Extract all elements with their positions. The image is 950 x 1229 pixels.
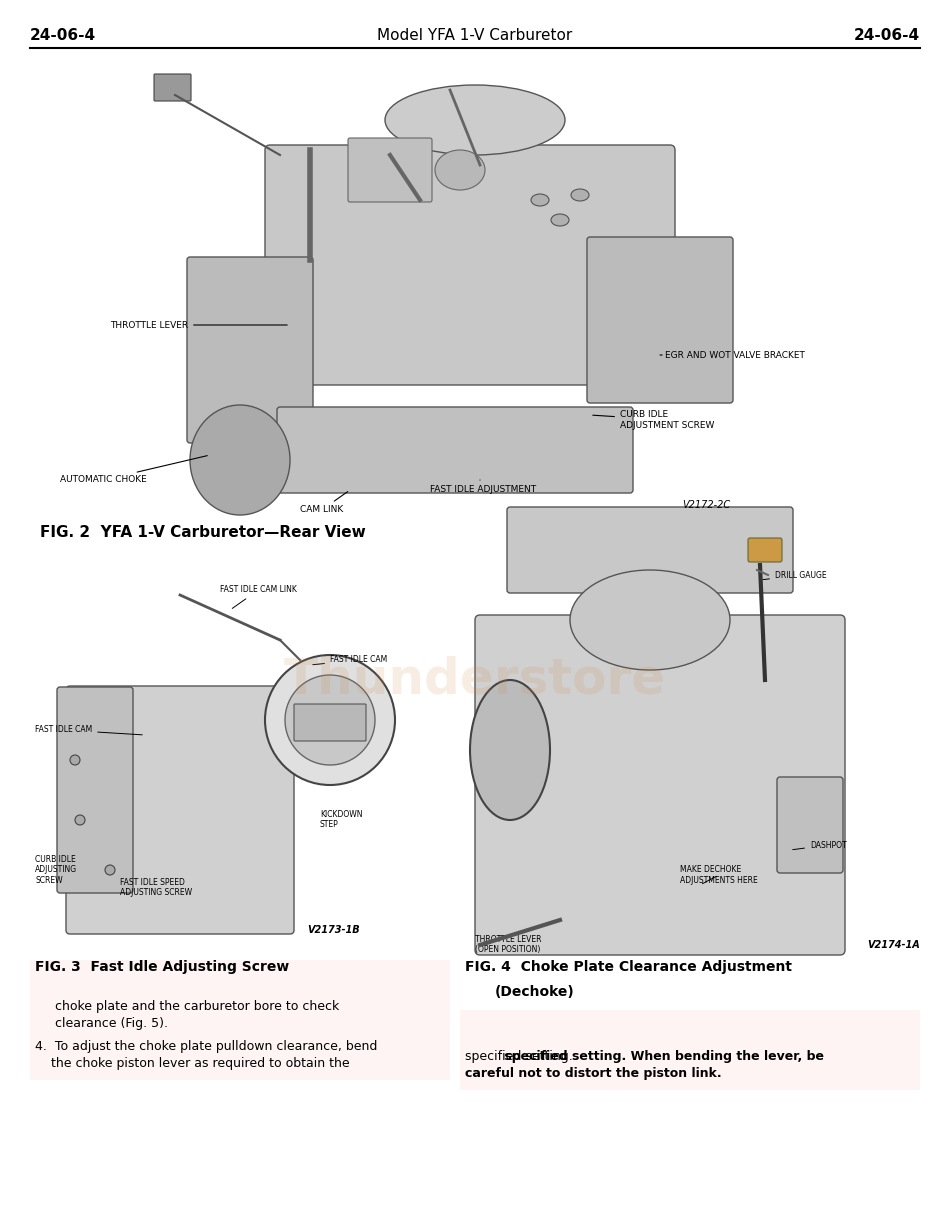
FancyBboxPatch shape xyxy=(748,538,782,562)
Circle shape xyxy=(285,675,375,764)
Text: V2172-2C: V2172-2C xyxy=(682,500,730,510)
Text: Thunderstore: Thunderstore xyxy=(284,656,666,704)
Text: (Dechoke): (Dechoke) xyxy=(495,984,575,999)
FancyBboxPatch shape xyxy=(507,508,793,594)
Circle shape xyxy=(105,865,115,875)
FancyBboxPatch shape xyxy=(348,138,432,202)
Text: Model YFA 1-V Carburetor: Model YFA 1-V Carburetor xyxy=(377,27,573,43)
Text: THROTTLE LEVER
(OPEN POSITION): THROTTLE LEVER (OPEN POSITION) xyxy=(475,935,542,955)
Text: FIG. 2  YFA 1-V Carburetor—Rear View: FIG. 2 YFA 1-V Carburetor—Rear View xyxy=(40,525,366,540)
Ellipse shape xyxy=(385,85,565,155)
Text: FIG. 3  Fast Idle Adjusting Screw: FIG. 3 Fast Idle Adjusting Screw xyxy=(35,960,289,975)
Text: EGR AND WOT VALVE BRACKET: EGR AND WOT VALVE BRACKET xyxy=(660,350,805,360)
Ellipse shape xyxy=(570,570,730,670)
FancyBboxPatch shape xyxy=(66,686,294,934)
FancyBboxPatch shape xyxy=(460,1010,920,1090)
FancyBboxPatch shape xyxy=(30,960,450,1080)
Text: specified setting.: specified setting. xyxy=(465,1050,577,1063)
Text: FAST IDLE SPEED
ADJUSTING SCREW: FAST IDLE SPEED ADJUSTING SCREW xyxy=(120,878,192,897)
Circle shape xyxy=(75,815,85,825)
Ellipse shape xyxy=(435,150,485,190)
FancyBboxPatch shape xyxy=(265,145,675,385)
FancyBboxPatch shape xyxy=(277,407,633,493)
Text: 24-06-4: 24-06-4 xyxy=(854,27,920,43)
Text: AUTOMATIC CHOKE: AUTOMATIC CHOKE xyxy=(60,456,207,484)
Text: V2174-1A: V2174-1A xyxy=(867,940,920,950)
Circle shape xyxy=(265,655,395,785)
Text: DASHPOT: DASHPOT xyxy=(792,841,846,849)
Text: DRILL GAUGE: DRILL GAUGE xyxy=(763,570,826,580)
Text: FAST IDLE CAM LINK: FAST IDLE CAM LINK xyxy=(220,585,296,608)
Text: HIGH STEP: HIGH STEP xyxy=(290,710,331,728)
Text: choke plate and the carburetor bore to check
clearance (Fig. 5).: choke plate and the carburetor bore to c… xyxy=(55,1000,339,1030)
FancyBboxPatch shape xyxy=(294,704,366,741)
Text: KICKDOWN
STEP: KICKDOWN STEP xyxy=(320,810,363,830)
Text: FAST IDLE CAM: FAST IDLE CAM xyxy=(35,725,142,735)
Text: CAM LINK: CAM LINK xyxy=(300,492,348,515)
Text: V2173-1B: V2173-1B xyxy=(308,925,360,935)
FancyBboxPatch shape xyxy=(154,74,191,101)
Text: CURB IDLE
ADJUSTMENT SCREW: CURB IDLE ADJUSTMENT SCREW xyxy=(593,410,714,430)
Text: MAKE DECHOKE
ADJUSTMENTS HERE: MAKE DECHOKE ADJUSTMENTS HERE xyxy=(680,865,758,885)
Ellipse shape xyxy=(551,214,569,226)
Text: FAST IDLE ADJUSTMENT: FAST IDLE ADJUSTMENT xyxy=(430,481,536,494)
Ellipse shape xyxy=(190,406,290,515)
FancyBboxPatch shape xyxy=(777,777,843,873)
Text: THROTTLE LEVER: THROTTLE LEVER xyxy=(110,321,287,329)
Text: 24-06-4: 24-06-4 xyxy=(30,27,96,43)
FancyBboxPatch shape xyxy=(475,614,845,955)
FancyBboxPatch shape xyxy=(57,687,133,893)
FancyBboxPatch shape xyxy=(187,257,313,442)
Text: FIG. 4  Choke Plate Clearance Adjustment: FIG. 4 Choke Plate Clearance Adjustment xyxy=(465,960,792,975)
Text: 4.  To adjust the choke plate pulldown clearance, bend
    the choke piston leve: 4. To adjust the choke plate pulldown cl… xyxy=(35,1040,377,1070)
Ellipse shape xyxy=(571,189,589,202)
Text: FAST IDLE CAM: FAST IDLE CAM xyxy=(313,655,388,665)
Circle shape xyxy=(70,755,80,764)
Ellipse shape xyxy=(470,680,550,820)
Text: CURB IDLE
ADJUSTING
SCREW: CURB IDLE ADJUSTING SCREW xyxy=(35,855,77,885)
FancyBboxPatch shape xyxy=(587,237,733,403)
Ellipse shape xyxy=(531,194,549,206)
Text: specified setting. When bending the lever, be
careful not to distort the piston : specified setting. When bending the leve… xyxy=(465,1050,824,1080)
